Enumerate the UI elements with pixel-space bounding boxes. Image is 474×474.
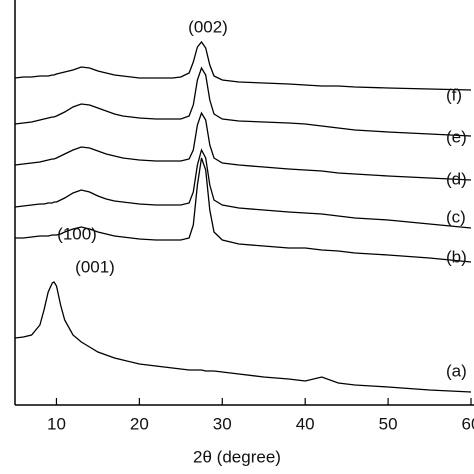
series-label: (c) [446,207,466,226]
x-axis-label: 2θ (degree) [193,447,281,466]
peak-annotation: (001) [75,257,115,276]
xrd-trace [15,157,472,263]
series-label: (b) [446,247,467,266]
series-label: (a) [446,361,467,380]
xrd-trace [14,40,472,91]
series-label: (f) [446,85,462,104]
x-tick-label: 10 [47,414,66,433]
x-tick-label: 60 [462,414,474,433]
peak-annotation: (002) [188,17,228,36]
xrd-trace [14,111,472,181]
x-tick-label: 20 [130,414,149,433]
xrd-trace [14,281,472,393]
x-tick-label: 30 [213,414,232,433]
series-label: (e) [446,127,467,146]
x-tick-label: 40 [296,414,315,433]
series-label: (d) [446,169,467,188]
peak-annotation: (100) [57,224,97,243]
x-tick-label: 50 [379,414,398,433]
xrd-trace [14,66,472,137]
xrd-trace [14,148,472,229]
